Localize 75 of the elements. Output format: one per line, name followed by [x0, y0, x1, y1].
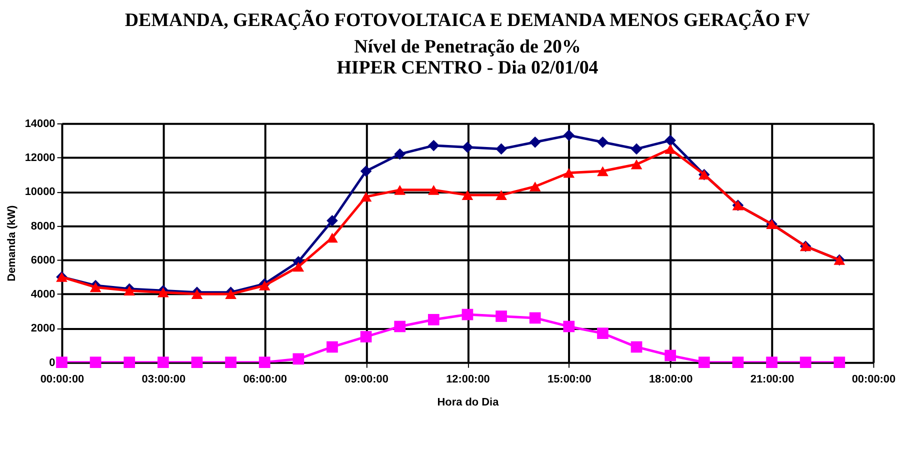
point — [732, 356, 744, 368]
point — [90, 282, 102, 292]
point — [529, 312, 541, 324]
point — [326, 232, 338, 243]
text: Nível de Penetração de 20% — [354, 36, 581, 58]
point — [766, 356, 778, 368]
text: HIPER CENTRO - Dia 02/01/04 — [336, 58, 598, 79]
point — [462, 308, 474, 320]
point — [157, 287, 169, 298]
x-tick-label: 12:00:00 — [446, 374, 490, 386]
point — [563, 130, 575, 141]
x-tick-label: 15:00:00 — [548, 374, 592, 386]
point — [225, 289, 236, 299]
point — [326, 214, 338, 226]
x-tick-label: 06:00:00 — [243, 374, 287, 386]
point — [529, 182, 541, 192]
point — [630, 341, 642, 353]
point — [462, 142, 474, 153]
x-tick-label: 03:00:00 — [142, 374, 186, 386]
point — [326, 341, 338, 353]
point — [428, 314, 440, 326]
point — [529, 136, 541, 148]
x-tick-label: 18:00:00 — [648, 374, 693, 386]
point — [292, 353, 304, 365]
point — [191, 289, 203, 299]
point — [630, 143, 642, 155]
x-axis-title: Hora do Dia — [437, 396, 500, 409]
point — [597, 166, 608, 176]
point — [360, 165, 372, 177]
point — [664, 350, 676, 362]
x-tick-label: 09:00:00 — [344, 374, 388, 386]
point — [698, 356, 710, 368]
point — [258, 280, 270, 290]
point — [664, 134, 676, 146]
point — [394, 320, 406, 332]
y-tick-label: 0 — [49, 356, 56, 369]
point — [462, 190, 474, 200]
point — [394, 185, 406, 195]
point — [191, 356, 203, 368]
point — [56, 356, 68, 368]
point — [124, 286, 136, 296]
point — [563, 168, 575, 178]
point — [597, 136, 608, 148]
y-tick-label: 14000 — [24, 118, 56, 130]
point — [394, 148, 406, 160]
y-tick-label: 2000 — [30, 322, 56, 335]
point — [90, 356, 102, 368]
point — [360, 331, 372, 342]
point — [630, 159, 642, 170]
point — [225, 356, 236, 368]
point — [428, 140, 440, 152]
y-tick-label: 6000 — [30, 254, 56, 266]
x-tick-label: 21:00:00 — [750, 374, 794, 386]
point — [496, 310, 507, 322]
point — [292, 262, 304, 272]
chart-title: DEMANDA, GERAÇÃO FOTOVOLTAICA E DEMANDA MENOS GERAÇÃO FV — [124, 8, 810, 31]
point — [124, 356, 136, 368]
point — [157, 356, 169, 368]
point — [834, 356, 846, 368]
y-tick-label: 4000 — [30, 288, 56, 301]
x-tick-label: 00:00:00 — [40, 374, 84, 386]
point — [258, 356, 270, 368]
point — [664, 144, 676, 154]
y-axis-title: Demanda (kW) — [6, 205, 18, 282]
y-tick-label: 12000 — [24, 152, 56, 164]
point — [496, 143, 507, 155]
x-tick-label: 00:00:00 — [852, 374, 896, 386]
point — [563, 320, 575, 332]
point — [597, 328, 608, 339]
point — [360, 192, 372, 202]
point — [800, 356, 812, 368]
point — [428, 185, 440, 195]
y-tick-label: 10000 — [24, 186, 56, 198]
point — [496, 190, 507, 200]
y-tick-label: 8000 — [30, 220, 56, 232]
